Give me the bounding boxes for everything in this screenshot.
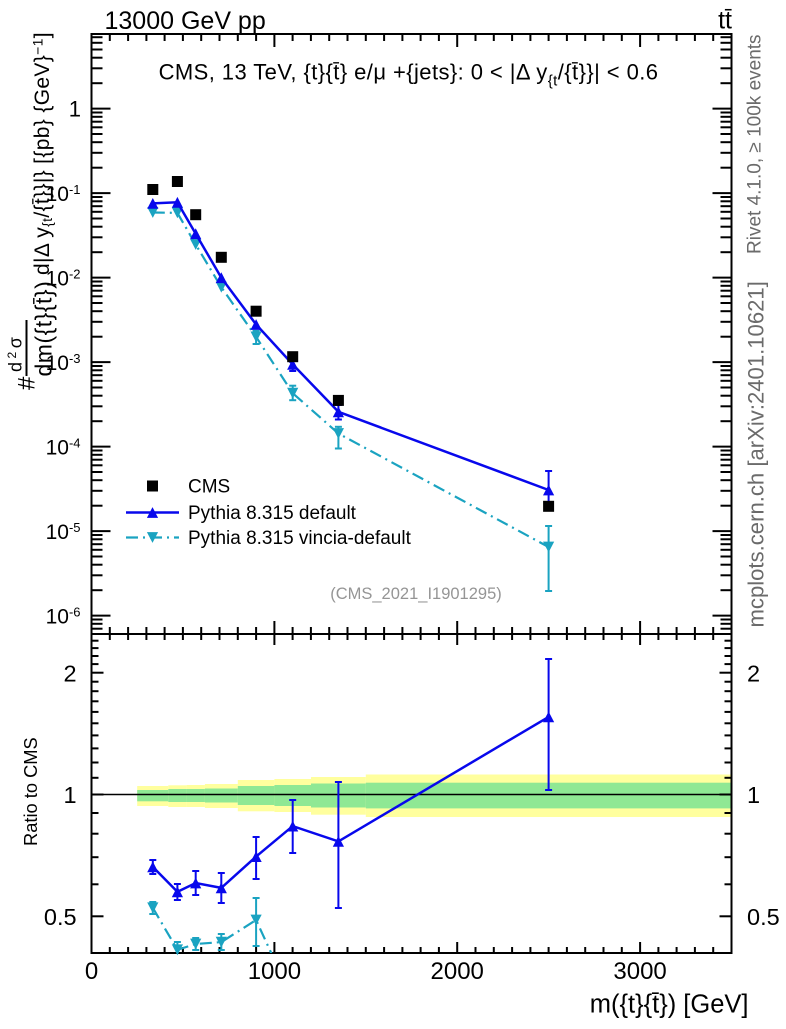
svg-text:13000 GeV pp: 13000 GeV pp [105, 7, 266, 35]
svg-text:dm({t}{t̄}): dm({t}{t̄}) [31, 281, 57, 377]
svg-text:tt̄: tt̄ [718, 7, 732, 35]
svg-text:d2σ: d2σ [5, 334, 26, 372]
svg-text:0: 0 [85, 958, 98, 985]
svg-text:mcplots.cern.ch [arXiv:2401.10: mcplots.cern.ch [arXiv:2401.10621] [744, 281, 769, 627]
svg-text:d|Δ y{t/{t̄}}|} [{pb} {GeV}−1]: d|Δ y{t/{t̄}}|} [{pb} {GeV}−1] [30, 32, 56, 275]
svg-text:1: 1 [747, 782, 760, 808]
svg-text:#: # [14, 376, 41, 390]
svg-text:2: 2 [64, 660, 77, 686]
svg-text:10-5: 10-5 [46, 520, 81, 544]
svg-text:2000: 2000 [431, 958, 484, 985]
svg-text:0.5: 0.5 [44, 904, 77, 930]
svg-text:m({t}{t̄}) [GeV]: m({t}{t̄}) [GeV] [590, 991, 749, 1019]
svg-text:CMS, 13 TeV, {t}{t̄} e/μ +{jet: CMS, 13 TeV, {t}{t̄} e/μ +{jets}: 0 < |Δ… [159, 60, 659, 90]
svg-text:1: 1 [64, 782, 77, 808]
svg-text:Rivet 4.1.0, ≥ 100k events: Rivet 4.1.0, ≥ 100k events [745, 34, 766, 254]
svg-text:10-3: 10-3 [46, 351, 81, 375]
svg-text:CMS: CMS [188, 477, 230, 498]
svg-text:2: 2 [747, 660, 760, 686]
svg-text:Pythia 8.315 default: Pythia 8.315 default [188, 503, 357, 524]
svg-text:1: 1 [69, 97, 81, 122]
svg-text:Pythia 8.315 vincia-default: Pythia 8.315 vincia-default [188, 528, 412, 549]
svg-text:(CMS_2021_I1901295): (CMS_2021_I1901295) [330, 585, 502, 603]
svg-text:Ratio to CMS: Ratio to CMS [20, 737, 41, 846]
svg-text:3000: 3000 [613, 958, 666, 985]
svg-text:0.5: 0.5 [747, 904, 780, 930]
svg-text:1000: 1000 [248, 958, 301, 985]
